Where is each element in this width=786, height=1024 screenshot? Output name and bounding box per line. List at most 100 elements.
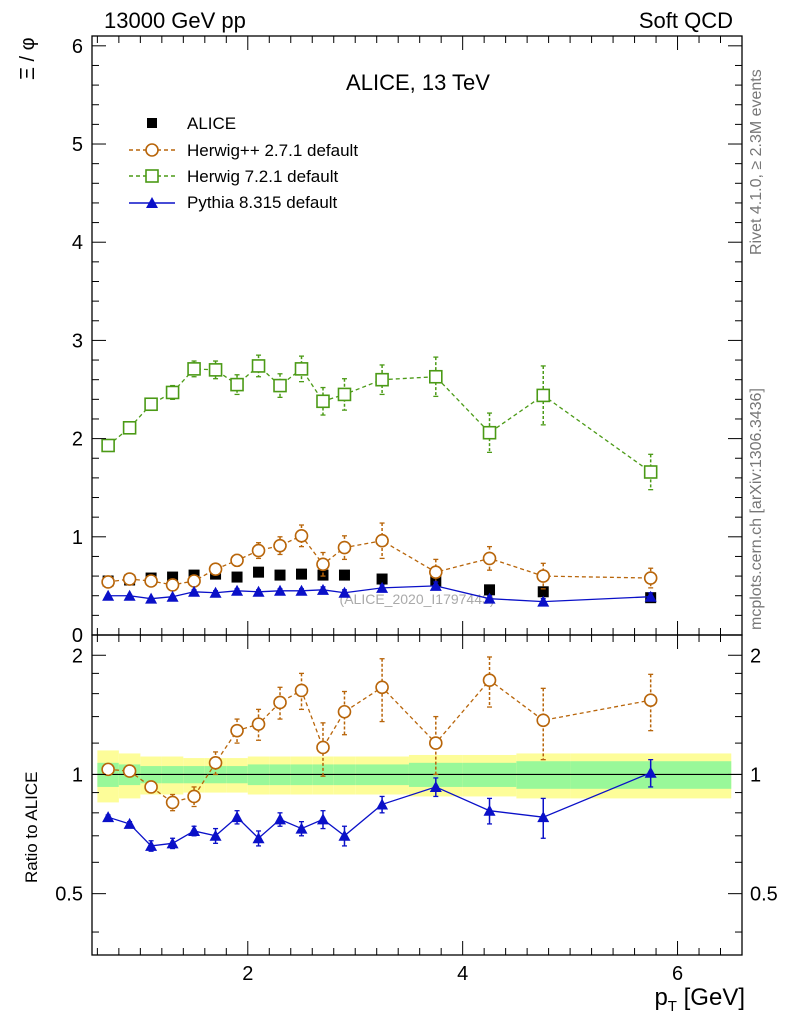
data-point-herwigpp-ratio	[375, 680, 389, 695]
data-point-pythia	[338, 586, 351, 598]
data-point-pythia-ratio	[102, 811, 115, 823]
data-point-pythia	[537, 595, 550, 607]
category-label: Soft QCD	[639, 8, 733, 33]
y-tick-label: 5	[72, 134, 83, 156]
data-point-herwig7	[337, 387, 352, 402]
data-point-alice	[338, 569, 350, 581]
data-point-pythia-ratio	[145, 839, 158, 851]
series-herwig7	[101, 354, 658, 491]
y-tick-label: 2	[72, 429, 83, 451]
data-point-pythia-ratio	[644, 766, 657, 778]
data-point-pythia-ratio	[188, 824, 201, 836]
ratio-y-tick-label-right: 0.5	[750, 884, 778, 906]
legend-label-pythia: Pythia 8.315 default	[187, 193, 338, 212]
data-point-pythia	[231, 584, 244, 596]
data-point-alice	[484, 584, 496, 596]
ratio-y-tick-label: 2	[72, 645, 83, 667]
xlabel: pT [GeV]	[654, 984, 745, 1015]
data-point-herwigpp	[643, 571, 658, 585]
legend-label-herwigpp: Herwig++ 2.7.1 default	[187, 141, 358, 160]
ratio-y-tick-label: 0.5	[55, 884, 83, 906]
plot-axes: 2 4 6 0 1 2 3 4 5 6 0.5 0.5 1 1 2 2	[55, 35, 778, 985]
y-tick-label: 3	[72, 330, 83, 352]
data-point-herwig7	[101, 438, 115, 453]
series-herwigpp-ratio	[101, 656, 658, 812]
data-point-pythia-ratio	[483, 804, 496, 816]
rivet-version-label: Rivet 4.1.0, ≥ 2.3M events	[748, 69, 765, 255]
data-point-pythia	[483, 592, 496, 604]
data-point-herwig7	[122, 421, 137, 435]
mcplots-label: mcplots.cern.ch [arXiv:1306.3436]	[748, 388, 765, 630]
data-point-pythia	[102, 589, 115, 601]
data-point-herwigpp	[429, 565, 443, 579]
ratio-y-tick-label: 1	[72, 764, 83, 786]
data-point-herwig7	[375, 372, 389, 387]
ratio-y-tick-label-right: 1	[750, 764, 761, 786]
y-tick-label: 1	[72, 527, 83, 549]
data-point-pythia-ratio	[252, 832, 265, 844]
data-point-herwig7	[429, 369, 443, 384]
data-point-pythia-ratio	[316, 813, 329, 825]
data-point-pythia	[145, 592, 158, 604]
data-point-herwigpp	[187, 574, 201, 588]
data-point-pythia	[188, 585, 201, 597]
series-pythia-ratio	[102, 758, 657, 852]
data-point-herwigpp-ratio	[643, 693, 658, 708]
data-point-herwig7	[294, 362, 309, 376]
data-point-herwig7	[208, 363, 223, 377]
data-point-herwigpp	[536, 569, 551, 583]
data-point-pythia-ratio	[123, 817, 136, 829]
series-line-herwigpp	[108, 535, 651, 586]
data-point-herwig7	[273, 378, 287, 393]
legend-marker-pythia	[146, 197, 158, 208]
data-point-herwigpp-ratio	[144, 780, 158, 794]
data-point-herwigpp-ratio	[230, 723, 244, 738]
data-point-herwigpp-ratio	[208, 756, 223, 770]
x-tick-label: 4	[457, 963, 468, 985]
data-point-herwig7	[144, 397, 158, 412]
data-point-pythia	[123, 589, 136, 601]
ratio-ylabel: Ratio to ALICE	[22, 771, 41, 883]
series-line-herwigpp-ratio	[108, 679, 651, 804]
legend-marker-herwigpp	[145, 143, 159, 157]
data-point-alice	[537, 586, 549, 598]
data-point-herwig7	[482, 425, 497, 440]
data-point-herwigpp	[230, 553, 244, 568]
data-point-herwigpp	[165, 578, 180, 592]
data-point-pythia-ratio	[295, 822, 308, 834]
data-point-herwigpp-ratio	[122, 764, 137, 778]
data-point-pythia	[252, 585, 265, 597]
data-point-herwig7	[316, 394, 330, 409]
x-tick-label: 6	[672, 963, 683, 985]
legend-marker-alice	[147, 118, 157, 128]
data-point-herwigpp-ratio	[101, 762, 115, 777]
data-point-herwigpp	[273, 538, 287, 553]
main-title: ALICE, 13 TeV	[346, 70, 490, 95]
data-point-herwigpp	[122, 572, 137, 586]
data-point-pythia-ratio	[166, 837, 179, 849]
data-point-herwigpp-ratio	[316, 740, 330, 755]
ratio-frame	[91, 634, 743, 956]
data-point-pythia	[429, 579, 442, 591]
legend-entry-alice: ALICE	[147, 114, 236, 133]
ratio-y-tick-label-right: 2	[750, 645, 761, 667]
ratio-plot-series	[101, 656, 658, 852]
data-point-pythia	[166, 590, 179, 602]
main-plot-series	[101, 354, 658, 607]
data-point-pythia	[209, 586, 222, 598]
legend-label-alice: ALICE	[187, 114, 236, 133]
main-ylabel: Ξ / φ	[17, 37, 39, 80]
data-point-herwigpp	[337, 540, 352, 555]
data-point-alice	[167, 571, 179, 583]
data-point-herwigpp-ratio	[482, 673, 497, 687]
y-tick-label: 0	[72, 625, 83, 647]
series-line-herwig7	[107, 365, 652, 473]
data-point-pythia-ratio	[376, 798, 389, 810]
data-point-herwig7	[643, 465, 658, 479]
data-point-pythia	[316, 583, 329, 595]
analysis-watermark: (ALICE_2020_I1797443)	[340, 591, 495, 607]
data-point-herwigpp-ratio	[429, 736, 443, 750]
data-point-herwigpp-ratio	[273, 695, 287, 710]
data-point-herwigpp-ratio	[187, 789, 201, 804]
